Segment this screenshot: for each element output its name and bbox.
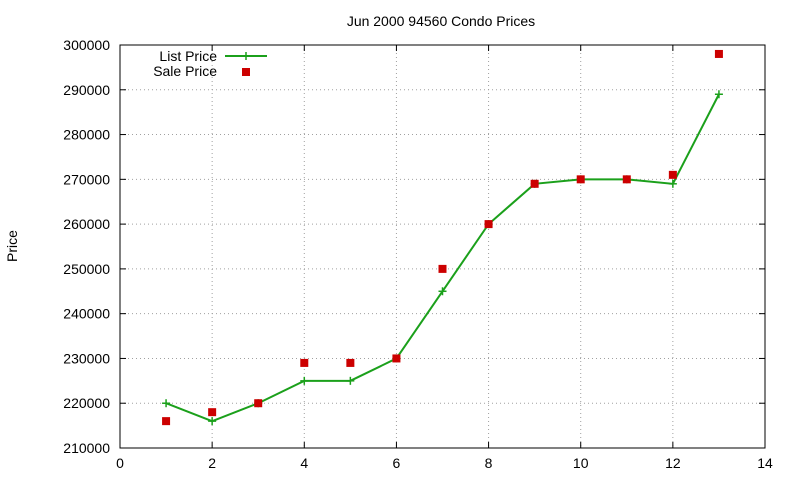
sale-price-point — [300, 358, 309, 367]
x-tick-label: 0 — [116, 455, 124, 471]
list-price-point — [346, 376, 355, 385]
grid-layer — [120, 45, 765, 448]
list-price-point — [300, 376, 309, 385]
sale-price-point — [668, 170, 677, 179]
sale-price-point — [576, 175, 585, 184]
sale-price-point — [346, 358, 355, 367]
plot-frame — [119, 44, 766, 449]
list-price-point — [438, 287, 447, 296]
x-tick-label: 10 — [573, 455, 589, 471]
sale-price-point — [254, 399, 263, 408]
list-price-point — [162, 399, 171, 408]
sale-price-point — [714, 49, 723, 58]
legend-label-sale-price: Sale Price — [153, 63, 217, 79]
x-tick-label: 14 — [757, 455, 773, 471]
sale-price-point — [162, 417, 171, 426]
y-tick-label: 260000 — [63, 216, 110, 232]
list-price-point — [668, 179, 677, 188]
list-price-point — [208, 417, 217, 426]
sale-price-point — [530, 179, 539, 188]
list-price-line — [165, 93, 720, 423]
y-tick-label: 270000 — [63, 171, 110, 187]
y-tick-label: 250000 — [63, 261, 110, 277]
sale-price-point — [208, 408, 217, 417]
legend-marker-sale-price — [242, 68, 250, 76]
legend-label-list-price: List Price — [159, 48, 217, 64]
x-tick-label: 4 — [300, 455, 308, 471]
series-layer — [162, 49, 723, 426]
x-tick-label: 6 — [393, 455, 401, 471]
y-tick-label: 230000 — [63, 350, 110, 366]
tick-label-layer: 0 2 4 6 8 10 12 14 210000 220000 230000 240000 25000… — [63, 37, 773, 471]
x-tick-label: 12 — [665, 455, 681, 471]
sale-price-point — [622, 175, 631, 184]
x-tick-label: 2 — [208, 455, 216, 471]
list-price-point — [714, 90, 723, 99]
sale-price-point — [392, 354, 401, 363]
legend-marker-list-price — [242, 52, 250, 60]
y-tick-label: 300000 — [63, 37, 110, 53]
x-tick-label: 8 — [485, 455, 493, 471]
sale-price-point — [484, 220, 493, 229]
y-tick-label: 210000 — [63, 440, 110, 456]
chart-title: Jun 2000 94560 Condo Prices — [347, 13, 535, 29]
y-tick-label: 220000 — [63, 395, 110, 411]
y-tick-label: 290000 — [63, 82, 110, 98]
tick-layer — [119, 44, 766, 449]
y-tick-label: 280000 — [63, 127, 110, 143]
y-tick-label: 240000 — [63, 306, 110, 322]
sale-price-point — [438, 264, 447, 273]
y-axis-label: Price — [4, 230, 20, 262]
